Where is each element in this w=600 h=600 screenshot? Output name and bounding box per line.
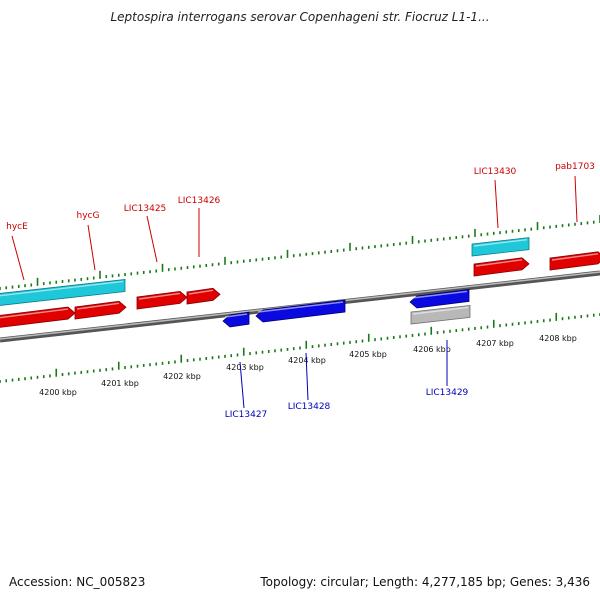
label-connector [574, 175, 578, 223]
forward-gene-feature[interactable] [0, 306, 76, 328]
gene-arrow-highlight [257, 301, 344, 313]
gene-arrow[interactable] [0, 279, 126, 306]
scale-label: 4201 kbp [101, 379, 139, 388]
gene-label-connectors [11, 175, 578, 409]
accession-text: Accession: NC_005823 [9, 575, 146, 589]
gene-arrow[interactable] [549, 251, 600, 271]
genome-stats-text: Topology: circular; Length: 4,277,185 bp… [260, 575, 590, 589]
gene-arrow-highlight [224, 313, 248, 318]
upper-tick-track [0, 214, 600, 290]
gene-label[interactable]: hycG [77, 211, 100, 221]
lower-scale-labels: 4200 kbp 4201 kbp 4202 kbp 4203 kbp 4204 kbp… [39, 334, 577, 397]
map-title: Leptospira interrogans serovar Copenhage… [110, 10, 490, 24]
gene-arrow-highlight [0, 280, 124, 297]
label-connector [11, 235, 25, 281]
pseudo-gene-feature[interactable] [410, 304, 471, 325]
reverse-gene-feature[interactable] [255, 299, 346, 323]
gene-label[interactable]: hycE [6, 222, 28, 232]
gene-label[interactable]: LIC13427 [225, 410, 268, 420]
scale-label: 4208 kbp [539, 334, 577, 343]
gene-arrow[interactable] [473, 257, 530, 277]
gene-label[interactable]: LIC13426 [178, 196, 221, 206]
gene-arrow[interactable] [136, 290, 188, 310]
gene-arrow[interactable] [0, 306, 76, 328]
gene-arrow-highlight [475, 259, 523, 267]
label-connector [305, 352, 309, 401]
label-connector [87, 224, 96, 271]
gene-arrow-highlight [0, 308, 69, 319]
scale-label: 4207 kbp [476, 339, 514, 348]
gene-arrow-highlight [551, 253, 599, 261]
scale-label: 4206 kbp [413, 345, 451, 354]
scale-label: 4200 kbp [39, 388, 77, 397]
gene-arrow-highlight [412, 306, 469, 315]
scale-label: 4205 kbp [349, 350, 387, 359]
scale-label: 4202 kbp [163, 372, 201, 381]
gene-labels: hycE hycG LIC13425 LIC13426 LIC13430 pab1703 L… [6, 162, 595, 420]
gene-label[interactable]: LIC13425 [124, 204, 167, 214]
lower-tick-track [0, 312, 600, 383]
scale-label: 4203 kbp [226, 363, 264, 372]
label-connector [494, 179, 499, 229]
label-connector [239, 361, 245, 409]
rna-gene-feature[interactable] [0, 279, 126, 306]
gene-arrow-highlight [76, 302, 120, 310]
gene-arrow[interactable] [186, 287, 221, 305]
gene-arrow-highlight [188, 289, 214, 295]
forward-gene-feature[interactable] [136, 290, 188, 310]
label-connector [146, 215, 158, 263]
genes-layer [0, 237, 600, 328]
forward-gene-feature[interactable] [74, 300, 127, 320]
gene-arrow[interactable] [74, 300, 127, 320]
gene-arrow[interactable] [471, 237, 530, 257]
gene-label[interactable]: LIC13430 [474, 167, 517, 177]
reverse-gene-feature[interactable] [409, 288, 470, 309]
forward-gene-feature[interactable] [549, 251, 600, 271]
reverse-gene-feature[interactable] [222, 311, 250, 328]
gene-label[interactable]: pab1703 [555, 162, 595, 172]
gene-arrow-highlight [411, 290, 468, 299]
forward-gene-feature[interactable] [473, 257, 530, 277]
gene-label[interactable]: LIC13428 [288, 402, 331, 412]
rna-gene-feature[interactable] [471, 237, 530, 257]
gene-label[interactable]: LIC13429 [426, 388, 469, 398]
gene-arrow-highlight [138, 292, 181, 300]
scale-label: 4204 kbp [288, 356, 326, 365]
forward-gene-feature[interactable] [186, 287, 221, 305]
gene-arrow-highlight [473, 238, 528, 247]
gene-arrow[interactable] [410, 304, 471, 325]
